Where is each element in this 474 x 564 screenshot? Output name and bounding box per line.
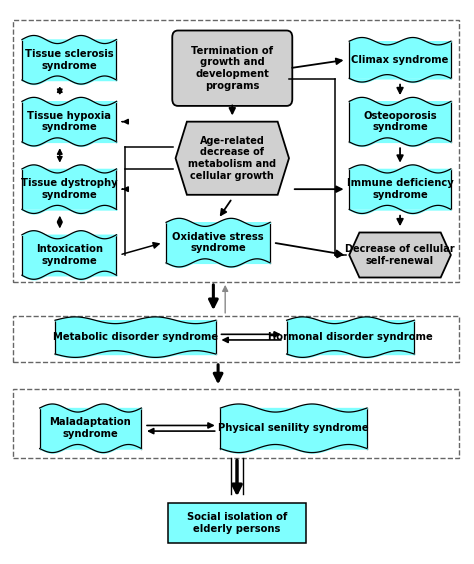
Text: Physical senility syndrome: Physical senility syndrome — [219, 423, 369, 433]
Text: Osteoporosis
syndrome: Osteoporosis syndrome — [363, 111, 437, 133]
Bar — [55, 320, 216, 354]
Text: Termination of
growth and
development
programs: Termination of growth and development pr… — [191, 46, 273, 91]
Text: Intoxication
syndrome: Intoxication syndrome — [36, 244, 103, 266]
Bar — [12, 316, 459, 362]
Bar — [22, 39, 117, 80]
FancyBboxPatch shape — [172, 30, 292, 106]
Text: Tissue sclerosis
syndrome: Tissue sclerosis syndrome — [25, 49, 114, 70]
Text: Hormonal disorder syndrome: Hormonal disorder syndrome — [268, 332, 433, 342]
Bar — [349, 102, 451, 142]
Text: Age-related
decrease of
metabolism and
cellular growth: Age-related decrease of metabolism and c… — [188, 136, 276, 180]
Bar — [12, 20, 459, 282]
Bar — [220, 408, 367, 448]
Bar — [349, 41, 451, 78]
Bar — [22, 102, 117, 142]
Text: Tissue dystrophy
syndrome: Tissue dystrophy syndrome — [21, 178, 118, 200]
Bar — [287, 320, 414, 354]
Text: Metabolic disorder syndrome: Metabolic disorder syndrome — [53, 332, 218, 342]
Text: Immune deficiency
syndrome: Immune deficiency syndrome — [346, 178, 454, 200]
Polygon shape — [175, 122, 289, 195]
Bar — [349, 169, 451, 209]
Text: Maladaptation
syndrome: Maladaptation syndrome — [50, 417, 131, 439]
Text: Oxidative stress
syndrome: Oxidative stress syndrome — [172, 232, 264, 253]
Bar — [12, 389, 459, 457]
Bar — [166, 222, 270, 263]
Bar — [22, 169, 117, 209]
Text: Climax syndrome: Climax syndrome — [351, 55, 449, 65]
Bar — [22, 235, 117, 275]
Text: Social isolation of
elderly persons: Social isolation of elderly persons — [187, 512, 287, 534]
Polygon shape — [349, 232, 451, 277]
Bar — [40, 408, 141, 448]
Text: Tissue hypoxia
syndrome: Tissue hypoxia syndrome — [27, 111, 111, 133]
Text: Decrease of cellular
self-renewal: Decrease of cellular self-renewal — [345, 244, 455, 266]
Bar — [168, 503, 306, 543]
